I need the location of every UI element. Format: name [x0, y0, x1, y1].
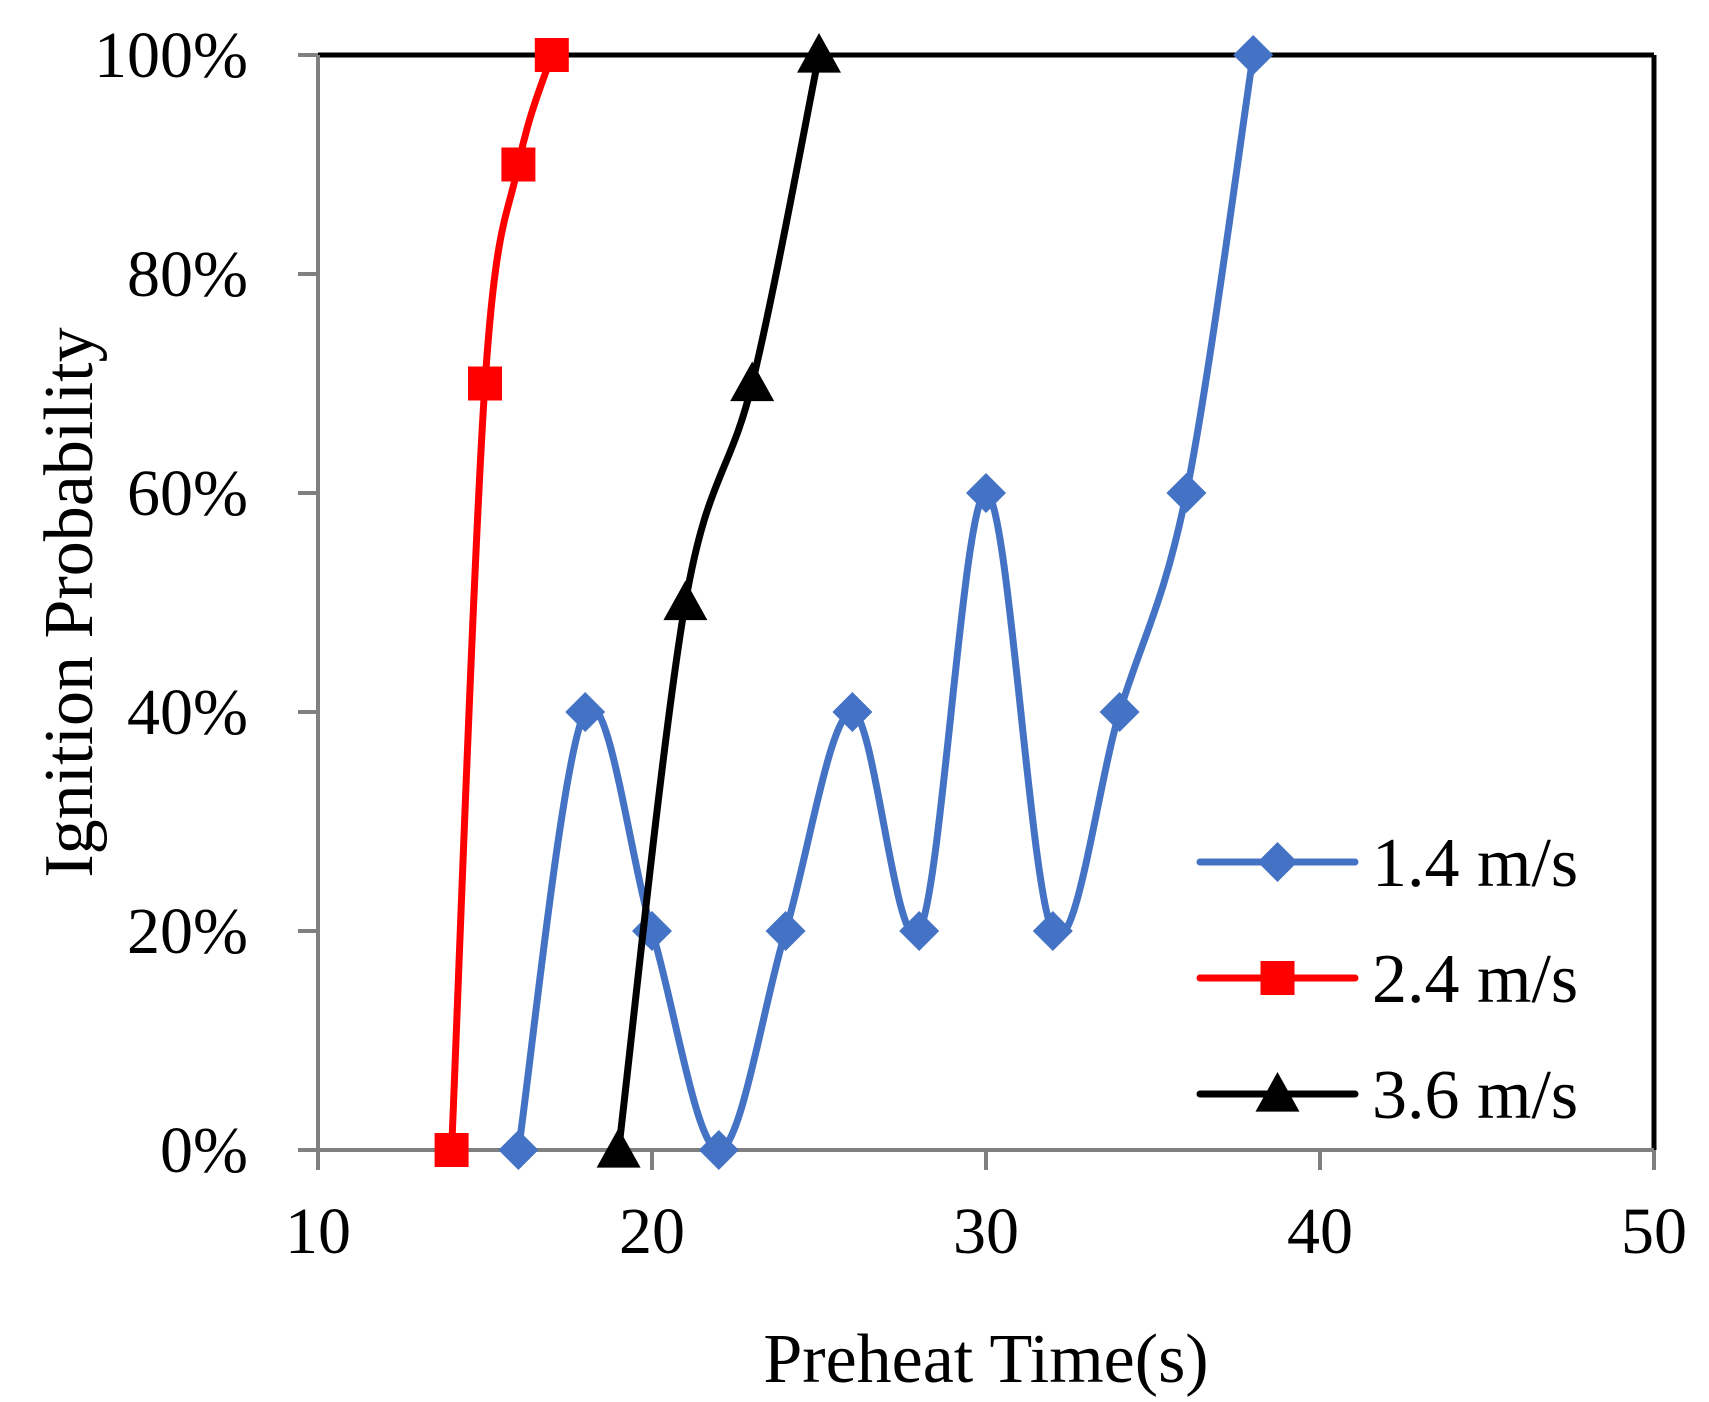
data-point	[498, 1130, 539, 1170]
legend: 1.4 m/s 2.4 m/s 3.6 m/s	[1196, 825, 1578, 1134]
axes: 0% 20% 40% 60% 80% 100% 10 20 30 40 50	[94, 19, 1687, 1268]
data-point	[596, 1128, 641, 1168]
series-line	[615, 51, 823, 1154]
x-tick-label: 10	[285, 1195, 351, 1268]
data-point	[434, 1133, 469, 1167]
y-tick-label: 60%	[127, 457, 248, 530]
x-tick-label: 40	[1287, 1195, 1353, 1268]
data-point	[832, 692, 873, 732]
data-point	[501, 147, 536, 182]
data-point	[966, 473, 1006, 513]
legend-label: 1.4 m/s	[1372, 825, 1578, 902]
legend-marker	[1260, 961, 1295, 995]
series-group	[434, 33, 1274, 1170]
legend-label: 3.6 m/s	[1372, 1057, 1578, 1134]
y-tick-label: 0%	[160, 1114, 248, 1187]
legend-label: 2.4 m/s	[1372, 941, 1578, 1018]
data-point	[1233, 35, 1274, 75]
y-tick-label: 100%	[94, 19, 248, 92]
legend-marker	[1257, 842, 1298, 882]
data-point	[565, 692, 606, 732]
legend-marker	[1255, 1072, 1300, 1112]
data-point	[899, 911, 940, 951]
x-axis-title: Preheat Time(s)	[763, 1321, 1208, 1398]
x-tick-label: 30	[953, 1195, 1019, 1268]
data-point	[730, 361, 775, 402]
data-point	[797, 33, 841, 73]
series-1-4-m-s	[498, 35, 1274, 1170]
series-3-6-m-s	[596, 33, 841, 1168]
data-point	[534, 38, 569, 72]
data-point	[1099, 692, 1140, 732]
y-tick-label: 80%	[127, 238, 248, 311]
data-point	[663, 580, 708, 621]
x-tick-label: 50	[1621, 1195, 1687, 1268]
series-2-4-m-s	[434, 38, 569, 1167]
data-point	[1032, 911, 1073, 951]
data-point	[468, 366, 502, 401]
data-point	[765, 911, 806, 951]
legend-item-1-4-m-s: 1.4 m/s	[1196, 825, 1578, 902]
data-point	[1166, 473, 1207, 513]
y-axis-title: Ignition Probability	[31, 327, 108, 877]
data-point	[698, 1130, 739, 1170]
x-tick-label: 20	[619, 1195, 685, 1268]
legend-item-2-4-m-s: 2.4 m/s	[1196, 941, 1578, 1018]
y-tick-label: 20%	[127, 895, 248, 968]
y-tick-label: 40%	[127, 676, 248, 749]
legend-item-3-6-m-s: 3.6 m/s	[1196, 1057, 1578, 1134]
